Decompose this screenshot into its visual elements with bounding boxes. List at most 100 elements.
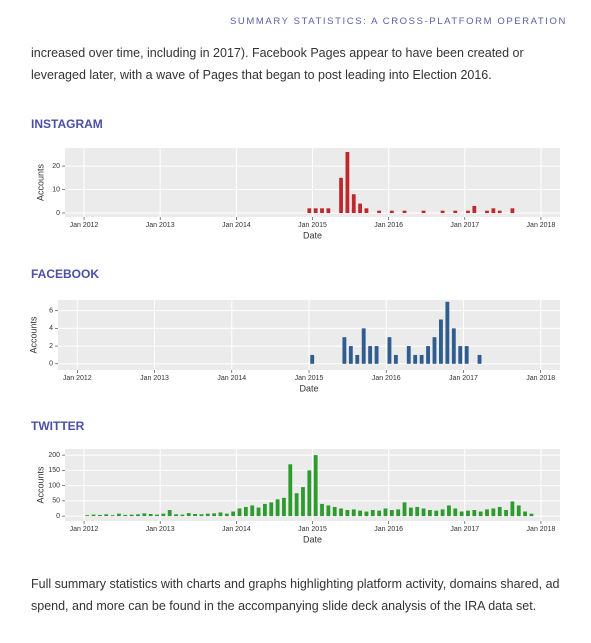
- x-tick-label: Jan 2013: [140, 375, 169, 382]
- y-tick-label: 0: [56, 513, 60, 520]
- bar: [358, 203, 362, 214]
- bar: [377, 510, 382, 517]
- bar: [510, 501, 515, 517]
- running-header: SUMMARY STATISTICS: A CROSS-PLATFORM OPE…: [230, 16, 567, 27]
- bar: [458, 346, 463, 364]
- y-tick-label: 10: [52, 186, 60, 193]
- x-tick-label: Jan 2016: [374, 526, 403, 533]
- bar: [250, 505, 255, 517]
- bar: [167, 510, 172, 517]
- bar: [472, 205, 477, 214]
- bar: [451, 328, 456, 364]
- bar: [478, 511, 483, 517]
- bar: [355, 354, 360, 364]
- bar: [231, 511, 236, 517]
- x-tick-label: Jan 2012: [63, 375, 92, 382]
- bar: [288, 464, 293, 517]
- bar: [104, 514, 109, 517]
- x-tick-label: Jan 2013: [146, 222, 175, 229]
- bar: [383, 508, 388, 517]
- x-tick-label: Jan 2014: [217, 375, 246, 382]
- paragraph: Full summary statistics with charts and …: [31, 577, 560, 613]
- bar: [447, 505, 451, 517]
- bar: [504, 510, 508, 517]
- bar: [523, 511, 527, 517]
- bar: [389, 510, 394, 517]
- x-axis-label: Date: [299, 383, 318, 393]
- bar: [148, 513, 153, 517]
- y-tick-label: 0: [49, 361, 53, 368]
- x-tick-label: Jan 2015: [295, 375, 324, 382]
- bar: [136, 514, 140, 517]
- bar: [491, 508, 496, 517]
- x-axis-label: Date: [303, 230, 322, 240]
- x-tick-label: Jan 2018: [527, 526, 556, 533]
- bar: [529, 513, 534, 517]
- bar: [497, 506, 502, 517]
- y-tick-label: 50: [52, 498, 60, 505]
- paragraph: increased over time, including in 2017).…: [31, 46, 524, 82]
- bar: [370, 510, 375, 517]
- bar: [415, 506, 420, 517]
- bar: [282, 497, 286, 517]
- y-tick-label: 4: [49, 325, 53, 332]
- bar: [313, 208, 318, 214]
- bar: [396, 509, 401, 517]
- bar: [364, 208, 369, 214]
- bar: [402, 502, 407, 517]
- bar: [275, 499, 280, 517]
- bar: [432, 337, 437, 364]
- chart-title: FACEBOOK: [31, 267, 99, 281]
- bar: [263, 503, 267, 517]
- bar: [348, 346, 353, 364]
- bar: [320, 208, 324, 214]
- x-tick-label: Jan 2016: [372, 375, 401, 382]
- bar: [313, 455, 318, 517]
- bar: [389, 210, 394, 214]
- bar: [485, 509, 489, 517]
- bar: [161, 513, 166, 517]
- y-tick-label: 100: [48, 482, 60, 489]
- y-tick-label: 200: [48, 452, 60, 459]
- bar: [342, 337, 347, 364]
- bar: [477, 354, 482, 364]
- bar: [301, 487, 305, 517]
- x-tick-label: Jan 2015: [298, 526, 327, 533]
- bar: [393, 354, 398, 364]
- bar: [243, 506, 248, 517]
- bar: [459, 511, 464, 517]
- bar: [205, 513, 210, 517]
- bar: [402, 210, 407, 214]
- bar: [351, 194, 356, 214]
- x-tick-label: Jan 2013: [146, 526, 175, 533]
- bar: [123, 514, 128, 517]
- bar: [85, 515, 90, 517]
- bar: [445, 301, 450, 364]
- y-tick-label: 2: [49, 343, 53, 350]
- bar: [485, 210, 489, 214]
- bar: [326, 505, 331, 517]
- bar: [368, 346, 373, 364]
- bar: [142, 513, 147, 517]
- x-tick-label: Jan 2016: [374, 222, 403, 229]
- chart-title: INSTAGRAM: [31, 117, 103, 131]
- bar: [440, 210, 445, 214]
- bar: [186, 513, 191, 517]
- bar: [339, 177, 343, 214]
- y-tick-label: 20: [52, 163, 60, 170]
- bar: [421, 210, 426, 214]
- bar: [440, 509, 445, 517]
- bar: [358, 510, 362, 517]
- bar: [129, 514, 134, 517]
- bar: [339, 508, 343, 517]
- bar: [464, 346, 469, 364]
- x-tick-label: Jan 2015: [298, 222, 327, 229]
- x-axis-label: Date: [303, 534, 322, 544]
- x-tick-label: Jan 2017: [450, 526, 479, 533]
- bar: [212, 513, 217, 517]
- bar: [419, 354, 424, 364]
- bar: [307, 208, 312, 214]
- bar: [320, 503, 324, 517]
